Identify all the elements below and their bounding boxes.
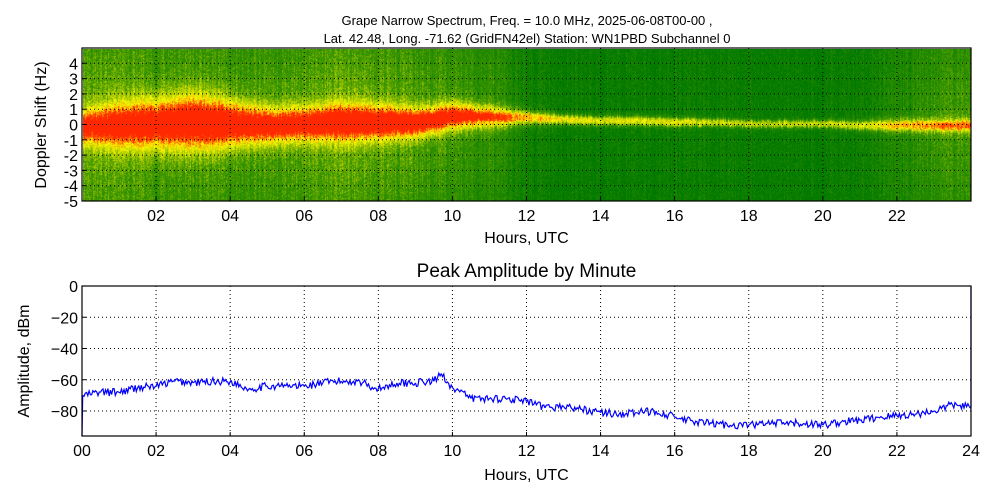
amplitude-line-segment [396,378,416,388]
amplitude-line-segment [303,378,324,389]
amplitude-line-segment [766,418,787,429]
x-tick-label: 06 [295,208,313,225]
x-tick-label: 10 [444,443,462,460]
amplitude-line-segment [489,394,509,405]
amplitude-line-segment [118,384,139,396]
x-tick-label: 08 [369,443,387,460]
amplitude-line-segment [470,393,490,405]
amplitude-line-segment [340,378,361,387]
amplitude-line-segment [951,400,970,411]
amplitude-line-segment [840,415,861,426]
amplitude-line-segment [581,405,602,417]
x-tick-label: 12 [518,208,536,225]
amplitude-line-segment [878,410,898,421]
y-tick-label: 1 [69,102,78,119]
x-tick-label: 04 [221,208,239,225]
amplitude-line-segment [451,387,472,400]
amplitude-line-segment [785,417,805,428]
amplitude-line-segment [896,410,916,421]
y-tick-label: −60 [51,373,78,390]
amplitude-line-segment [933,400,954,414]
amplitude-line-segment [174,377,194,388]
amplitude-line-segment [674,414,694,425]
y-tick-label: −80 [51,404,78,421]
y-tick-label: -1 [64,133,78,150]
amplitude-line-segment [655,409,676,421]
x-tick-label: 20 [814,443,832,460]
x-tick-label: 02 [147,208,165,225]
x-tick-label: 20 [814,208,832,225]
amplitude-line-segment [440,372,453,391]
amplitude-title: Peak Amplitude by Minute [416,261,637,282]
amplitude-line-segment [915,407,935,419]
amplitude-line-segment [822,419,842,430]
amplitude-line-segment [692,418,713,428]
amplitude-line-segment [600,407,620,418]
amplitude-line-segment [192,378,213,387]
x-tick-label: 18 [740,208,758,225]
amplitude-line-segment [544,401,564,412]
y-tick-label: 3 [69,72,78,89]
amplitude-line-segment [803,418,824,430]
amplitude-line-segment [82,388,101,398]
amplitude-line-segment [507,395,528,406]
amplitude-line-segment [99,387,120,398]
spectrum-title-line1: Grape Narrow Spectrum, Freq. = 10.0 MHz,… [341,13,713,28]
x-tick-label: 12 [518,443,536,460]
spectrum-title-line2: Lat. 42.48, Long. -71.62 (GridFN42el) St… [323,31,731,46]
amplitude-line-segment [359,378,379,393]
y-tick-label: −20 [51,310,78,327]
amplitude-line-segment [729,421,750,430]
x-tick-label: 16 [666,208,684,225]
amplitude-line-segment [137,381,157,393]
y-tick-label: 0 [69,118,78,135]
amplitude-line-segment [266,381,287,392]
amplitude-line-segment [322,377,342,386]
amplitude-line-segment [211,375,231,387]
amplitude-line-segment [285,380,305,390]
y-tick-label: -5 [64,194,78,211]
amplitude-line-segment [414,375,435,388]
plot-frame [81,47,972,202]
x-tick-label: 14 [592,443,610,460]
x-tick-label: 02 [147,443,165,460]
y-tick-label: 0 [69,279,78,296]
spectrum-y-axis-label: Doppler Shift (Hz) [33,61,50,189]
x-tick-label: 16 [666,443,684,460]
y-tick-label: −40 [51,342,78,359]
x-tick-label: 00 [73,443,91,460]
x-tick-label: 14 [592,208,610,225]
y-tick-label: 4 [69,56,78,73]
x-tick-label: 08 [369,208,387,225]
y-tick-label: -2 [64,148,78,165]
x-tick-label: 18 [740,443,758,460]
x-tick-label: 24 [962,443,980,460]
amplitude-line-segment [433,371,442,384]
x-tick-label: 06 [295,443,313,460]
y-tick-label: -3 [64,163,78,180]
amplitude-line-segment [377,379,398,392]
amplitude-x-axis-label: Hours, UTC [484,467,569,484]
amplitude-line-segment [229,379,250,392]
amplitude-line-segment [618,408,638,419]
x-tick-label: 10 [444,208,462,225]
x-tick-label: 22 [888,443,906,460]
amplitude-y-axis-label: Amplitude, dBm [16,304,33,418]
amplitude-line-segment [637,406,657,417]
y-tick-label: -4 [64,179,78,196]
x-tick-label: 04 [221,443,239,460]
spectrum-x-axis-label: Hours, UTC [484,230,569,247]
amplitude-line-segment [859,413,879,424]
amplitude-line-segment [563,402,583,413]
y-tick-label: 2 [69,87,78,104]
x-tick-label: 22 [888,208,906,225]
amplitude-line-segment [526,398,546,410]
amplitude-line-segment [711,417,731,429]
amplitude-line-segment [748,419,768,430]
amplitude-line-segment [155,378,175,390]
amplitude-line-segment [248,381,268,394]
plot-frame [81,285,972,437]
